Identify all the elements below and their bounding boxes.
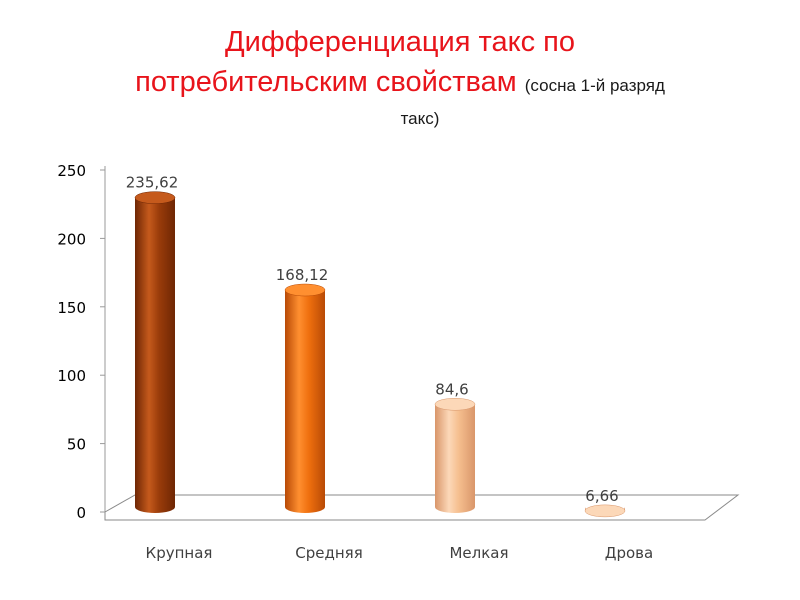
y-tick-label: 200: [57, 230, 86, 248]
y-tick-label: 0: [76, 504, 86, 522]
y-tick-label: 250: [57, 162, 86, 180]
title-line2: потребительским свойствам: [135, 66, 517, 98]
title-line1: Дифференциация такс по: [225, 26, 575, 58]
y-tick-label: 150: [57, 299, 86, 317]
bar-top-0: [134, 191, 176, 204]
bar-top-2: [434, 398, 476, 411]
bar-0: [135, 197, 175, 513]
bar-top-3: [584, 504, 626, 518]
category-label-3: Дрова: [605, 544, 653, 562]
title-subtitle-part1: (сосна 1-й разряд: [524, 76, 665, 95]
title-subtitle-part2: такс): [400, 109, 440, 128]
data-label-1: 168,12: [276, 266, 329, 284]
bar-top-1: [284, 283, 326, 297]
y-tick-label: 100: [57, 367, 86, 385]
category-label-1: Средняя: [295, 544, 362, 562]
bar-2: [435, 404, 475, 513]
bar-1: [285, 290, 325, 513]
category-label-2: Мелкая: [449, 544, 508, 562]
data-label-2: 84,6: [435, 380, 468, 398]
y-tick-label: 50: [67, 436, 86, 454]
data-label-0: 235,62: [126, 174, 179, 192]
chart-title: Дифференциация такс по потребительским с…: [0, 22, 800, 132]
data-label-3: 6,66: [585, 487, 618, 505]
category-label-0: Крупная: [146, 544, 213, 562]
chart-floor: [104, 494, 740, 521]
